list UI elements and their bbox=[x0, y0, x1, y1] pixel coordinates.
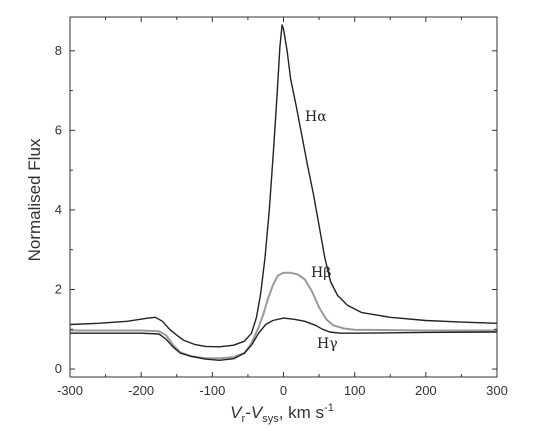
y-tick-label: 8 bbox=[55, 43, 62, 58]
x-tick-label: -100 bbox=[199, 383, 225, 398]
x-axis-label: Vr-Vsys, km s-1 bbox=[230, 402, 334, 425]
series-line-0 bbox=[69, 24, 498, 348]
x-tick-label: 100 bbox=[344, 383, 366, 398]
x-tick-label: 300 bbox=[486, 383, 508, 398]
series-label-halpha: Hα bbox=[305, 109, 327, 125]
series-labels: Hα Hβ Hγ bbox=[305, 109, 338, 352]
axes-layer: -300 -200 -100 0 100 200 300 0 2 4 6 8 bbox=[55, 16, 508, 398]
series-line-1 bbox=[70, 271, 497, 360]
y-tick-label: 6 bbox=[55, 122, 62, 137]
x-tick-label: 200 bbox=[415, 383, 437, 398]
series-layer bbox=[69, 24, 498, 361]
x-tick-label: 0 bbox=[280, 383, 287, 398]
series-label-hgamma: Hγ bbox=[317, 336, 338, 352]
x-tick-label: -200 bbox=[128, 383, 154, 398]
y-axis-label: Normalised Flux bbox=[25, 138, 44, 261]
series-line-2 bbox=[70, 317, 498, 361]
y-tick-label: 4 bbox=[55, 202, 62, 217]
series-label-hbeta: Hβ bbox=[311, 265, 331, 281]
y-tick-label: 2 bbox=[55, 281, 62, 296]
y-tick-label: 0 bbox=[55, 361, 62, 376]
x-tick-label: -300 bbox=[57, 383, 83, 398]
